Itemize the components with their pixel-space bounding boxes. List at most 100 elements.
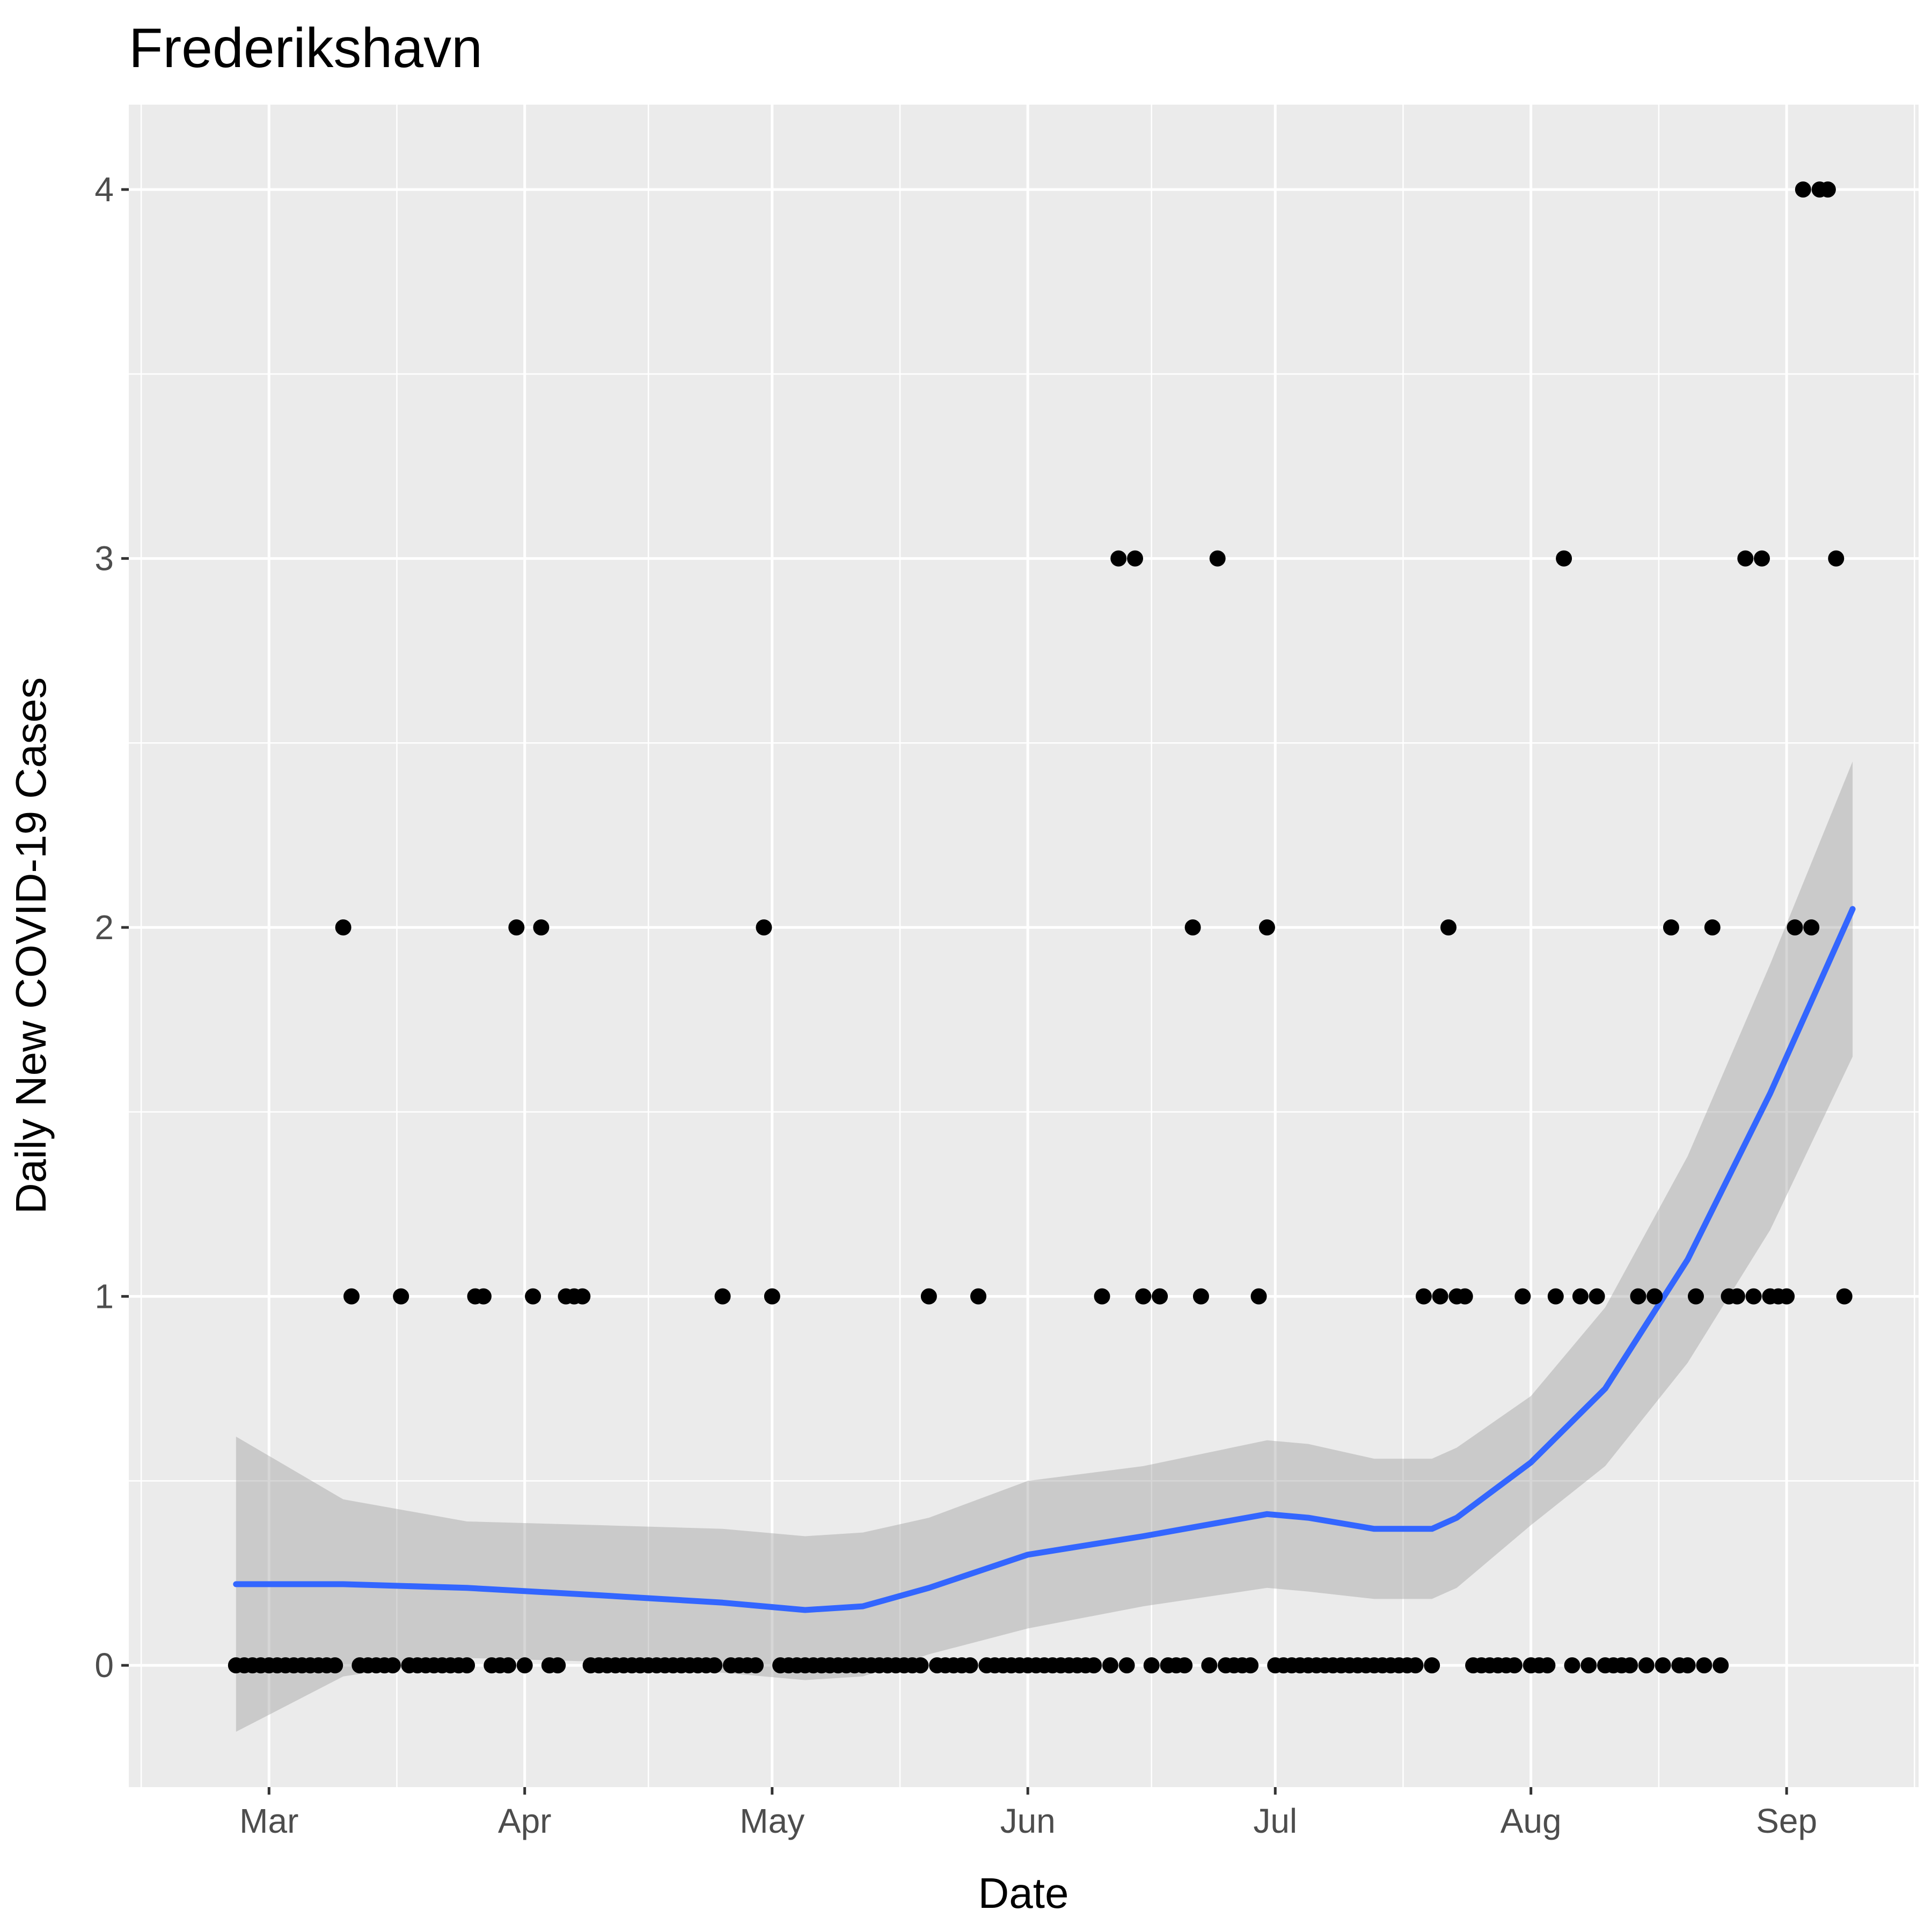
data-point	[748, 1657, 764, 1674]
data-point	[1110, 550, 1127, 567]
smooth-line-layer	[233, 906, 1856, 1613]
y-axis: 0 1 2 3 4	[94, 170, 129, 1685]
data-point	[764, 1288, 780, 1305]
data-point	[533, 919, 550, 936]
data-point	[1679, 1657, 1696, 1674]
x-tick-label: May	[740, 1802, 804, 1840]
data-point	[1184, 919, 1201, 936]
data-point	[1118, 1657, 1135, 1674]
data-point	[1201, 1657, 1218, 1674]
y-tick-label: 2	[94, 908, 114, 947]
data-point	[1638, 1657, 1655, 1674]
data-point	[1564, 1657, 1580, 1674]
data-point	[1086, 1657, 1102, 1674]
data-point	[525, 1288, 541, 1305]
data-point	[327, 1657, 343, 1674]
data-point	[962, 1657, 978, 1674]
data-point	[459, 1657, 475, 1674]
y-tick-label: 3	[94, 539, 114, 578]
points-layer	[228, 181, 1853, 1674]
data-point	[1787, 919, 1803, 936]
data-point	[1580, 1657, 1597, 1674]
x-tick-label: Apr	[498, 1802, 552, 1840]
data-point	[1457, 1288, 1473, 1305]
data-point	[508, 919, 525, 936]
x-tick-label: Jul	[1253, 1802, 1297, 1840]
data-point	[1630, 1288, 1646, 1305]
chart-title: Frederikshavn	[129, 17, 482, 79]
x-tick-label: Aug	[1501, 1802, 1562, 1840]
x-tick-label: Sep	[1756, 1802, 1817, 1840]
data-point	[1819, 181, 1836, 198]
data-point	[393, 1288, 409, 1305]
data-point	[384, 1657, 401, 1674]
x-tick-label: Jun	[1000, 1802, 1056, 1840]
data-point	[1688, 1288, 1704, 1305]
major-gridlines	[129, 105, 1919, 1787]
data-point	[1828, 550, 1845, 567]
y-tick-label: 0	[94, 1646, 114, 1685]
data-point	[1209, 550, 1226, 567]
data-point	[1655, 1657, 1671, 1674]
data-point	[1556, 550, 1572, 567]
data-point	[1795, 181, 1811, 198]
data-point	[1547, 1288, 1564, 1305]
data-point	[1094, 1288, 1110, 1305]
data-point	[912, 1657, 929, 1674]
data-point	[1127, 550, 1143, 567]
data-point	[475, 1288, 492, 1305]
data-point	[1779, 1288, 1795, 1305]
data-point	[1737, 550, 1754, 567]
data-point	[920, 1288, 937, 1305]
data-point	[1589, 1288, 1605, 1305]
y-axis-title: Daily New COVID-19 Cases	[7, 677, 55, 1214]
data-point	[500, 1657, 516, 1674]
data-point	[1258, 919, 1275, 936]
data-point	[1539, 1657, 1556, 1674]
data-point	[1729, 1288, 1745, 1305]
data-point	[1242, 1657, 1259, 1674]
data-point	[1135, 1288, 1152, 1305]
x-tick-label: Mar	[239, 1802, 298, 1840]
data-point	[516, 1657, 533, 1674]
data-point	[1663, 919, 1679, 936]
data-point	[706, 1657, 723, 1674]
data-point	[1192, 1288, 1209, 1305]
confidence-band-layer	[236, 761, 1853, 1732]
plot-panel	[129, 105, 1919, 1787]
smooth-line	[233, 906, 1856, 1613]
data-point	[1696, 1657, 1713, 1674]
data-point	[1407, 1657, 1424, 1674]
y-tick-label: 4	[94, 170, 114, 209]
minor-gridlines	[129, 105, 1919, 1787]
data-point	[1572, 1288, 1589, 1305]
data-point	[1152, 1288, 1168, 1305]
x-axis: Mar Apr May Jun Jul Aug Sep	[239, 1787, 1817, 1840]
data-point	[1622, 1657, 1638, 1674]
data-point	[1704, 919, 1721, 936]
data-point	[1836, 1288, 1853, 1305]
data-point	[574, 1288, 591, 1305]
data-point	[1745, 1288, 1762, 1305]
data-point	[970, 1288, 986, 1305]
data-point	[1432, 1288, 1448, 1305]
data-point	[1713, 1657, 1729, 1674]
data-point	[1754, 550, 1770, 567]
data-point	[1424, 1657, 1440, 1674]
data-point	[1143, 1657, 1160, 1674]
data-point	[1250, 1288, 1267, 1305]
confidence-band	[236, 761, 1853, 1732]
data-point	[714, 1288, 731, 1305]
data-point	[343, 1288, 360, 1305]
data-point	[1440, 919, 1457, 936]
data-point	[1506, 1657, 1523, 1674]
data-point	[756, 919, 772, 936]
data-point	[1176, 1657, 1193, 1674]
data-point	[1415, 1288, 1432, 1305]
data-point	[335, 919, 352, 936]
x-axis-title: Date	[978, 1869, 1069, 1917]
data-point	[550, 1657, 566, 1674]
y-tick-label: 1	[94, 1277, 114, 1316]
data-point	[1102, 1657, 1118, 1674]
